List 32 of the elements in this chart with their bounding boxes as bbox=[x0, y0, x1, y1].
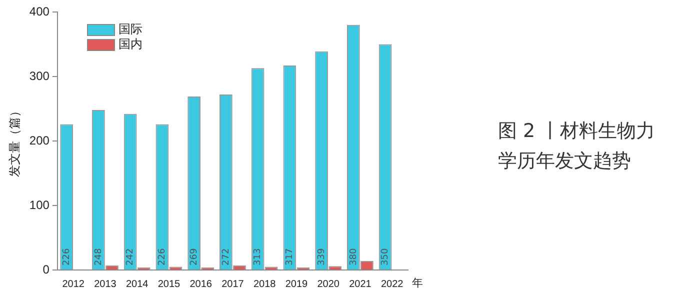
x-axis-title: 年 bbox=[412, 276, 423, 290]
text: 图 2 丨材料生物力学历年发文趋势 bbox=[498, 119, 656, 174]
data-label: 272 bbox=[221, 248, 232, 266]
y-tick-label: 100 bbox=[29, 198, 50, 212]
data-label: 226 bbox=[158, 248, 168, 266]
data-label: 350 bbox=[380, 248, 391, 266]
data-label: 269 bbox=[189, 248, 200, 266]
y-tick-label: 0 bbox=[42, 262, 50, 276]
x-tick-label: 2018 bbox=[253, 278, 276, 290]
y-tick-label: 300 bbox=[29, 68, 50, 83]
data-label: 317 bbox=[285, 248, 296, 266]
x-tick-label: 2014 bbox=[126, 278, 149, 290]
x-tick-label: 2012 bbox=[62, 278, 85, 290]
x-tick-label: 2021 bbox=[349, 278, 372, 290]
data-label: 380 bbox=[348, 248, 359, 266]
x-tick-label: 2016 bbox=[190, 278, 212, 290]
data-label: 226 bbox=[62, 248, 72, 266]
legend-label: 国际 bbox=[118, 21, 142, 38]
y-tick-label: 400 bbox=[29, 4, 50, 18]
y-axis-title: 发文量（篇） bbox=[8, 105, 22, 177]
x-tick-label: 2013 bbox=[94, 278, 117, 290]
data-label: 242 bbox=[126, 248, 136, 266]
legend-label: 国内 bbox=[118, 36, 142, 53]
y-tick-label: 200 bbox=[29, 133, 50, 148]
x-tick-label: 2019 bbox=[285, 278, 308, 290]
data-label: 339 bbox=[316, 248, 327, 266]
data-label: 248 bbox=[94, 248, 104, 266]
x-tick-label: 2022 bbox=[380, 278, 404, 290]
x-tick-label: 2015 bbox=[158, 278, 181, 290]
x-tick-label: 2017 bbox=[222, 278, 244, 290]
data-label: 313 bbox=[253, 248, 264, 266]
x-tick-label: 2020 bbox=[317, 278, 340, 290]
